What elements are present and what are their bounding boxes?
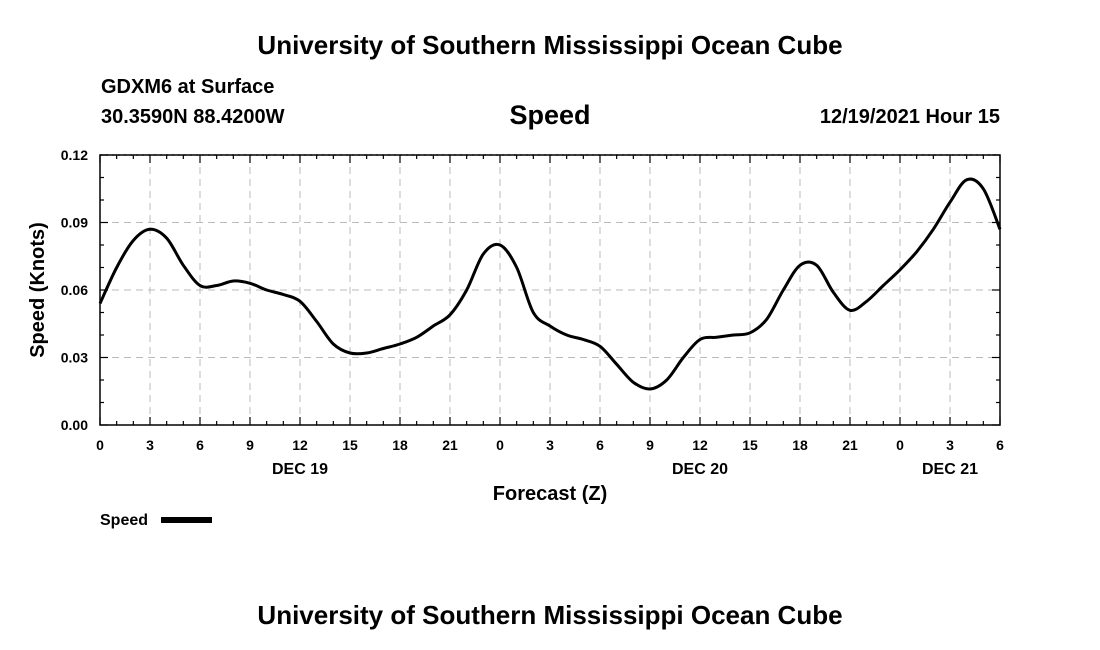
x-tick-label: 3 (146, 437, 154, 453)
y-tick-label: 0.12 (61, 147, 88, 163)
x-tick-label: 6 (996, 437, 1004, 453)
x-tick-label: 15 (742, 437, 758, 453)
x-tick-label: 6 (196, 437, 204, 453)
x-tick-label: 21 (842, 437, 858, 453)
x-tick-label: 15 (342, 437, 358, 453)
y-tick-label: 0.00 (61, 417, 88, 433)
y-axis-label: Speed (Knots) (27, 222, 49, 358)
x-tick-label: 6 (596, 437, 604, 453)
x-axis-label: Forecast (Z) (493, 483, 607, 505)
axis-ticks (99, 154, 1001, 426)
coordinates-label: 30.3590N 88.4200W (101, 106, 285, 128)
x-tick-label: 9 (646, 437, 654, 453)
x-tick-label: 9 (246, 437, 254, 453)
station-label: GDXM6 at Surface (101, 76, 275, 98)
legend-label-speed: Speed (100, 512, 148, 529)
y-tick-label: 0.03 (61, 350, 88, 366)
legend: Speed (100, 512, 212, 529)
page-title: University of Southern Mississippi Ocean… (257, 30, 843, 60)
x-tick-label: 3 (546, 437, 554, 453)
x-tick-label: 18 (792, 437, 808, 453)
day-label: DEC 20 (672, 461, 728, 478)
x-tick-label: 12 (692, 437, 708, 453)
grid (100, 154, 1000, 425)
x-tick-label: 18 (392, 437, 408, 453)
y-tick-label: 0.06 (61, 282, 88, 298)
day-label: DEC 19 (272, 461, 328, 478)
footer-title: University of Southern Mississippi Ocean… (257, 600, 843, 630)
plot-title: Speed (509, 100, 591, 130)
x-tick-label: 0 (496, 437, 504, 453)
x-tick-label: 0 (896, 437, 904, 453)
x-tick-label: 21 (442, 437, 458, 453)
day-label: DEC 21 (922, 461, 978, 478)
y-tick-label: 0.09 (61, 215, 88, 231)
x-tick-label: 3 (946, 437, 954, 453)
x-tick-label: 12 (292, 437, 308, 453)
axis-labels: 0 3 6 9 12 15 18 21 0 3 6 9 12 15 18 21 0 3 6 DEC 19 DEC 20 D… (61, 147, 1004, 478)
datetime-label: 12/19/2021 Hour 15 (819, 106, 1000, 128)
speed-series-line (98, 177, 1002, 391)
x-tick-label: 0 (96, 437, 104, 453)
